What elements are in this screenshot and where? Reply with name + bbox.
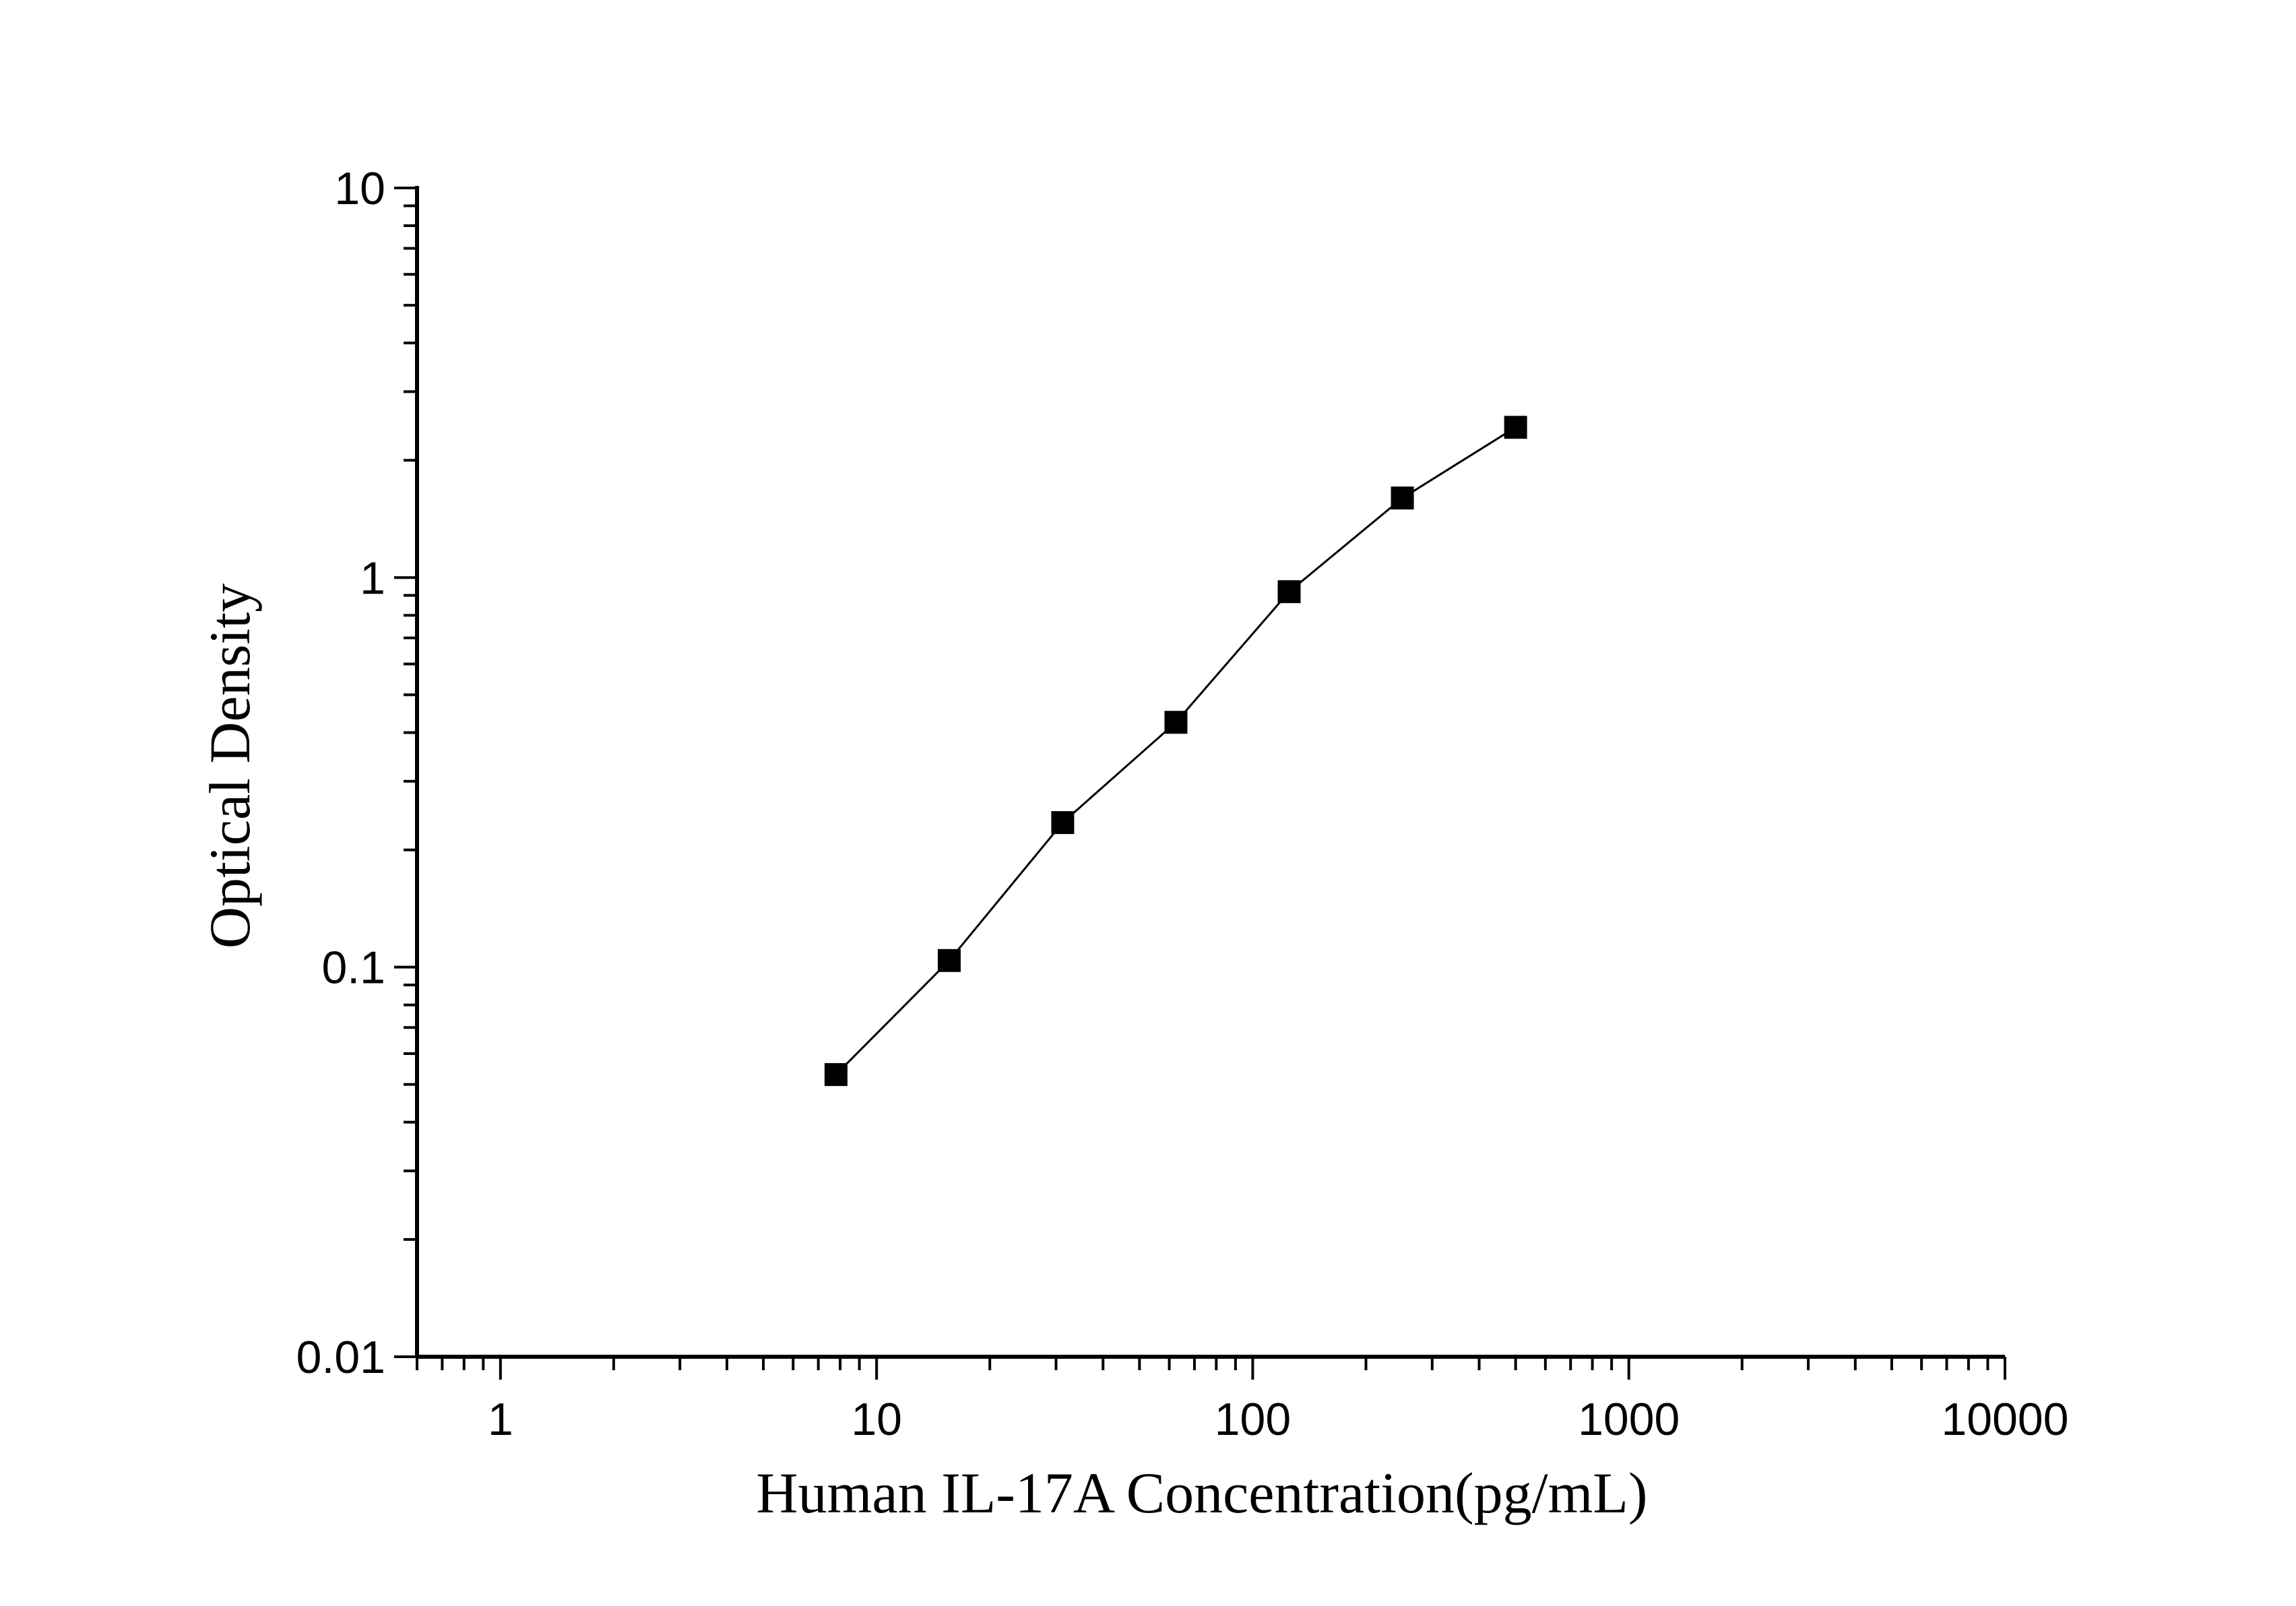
data-point — [1051, 811, 1075, 835]
y-tick-label: 0.1 — [321, 942, 385, 994]
x-axis-ticks: 1 10 100 1000 10000 — [416, 1357, 2069, 1445]
y-axis-title: Optical Density — [197, 583, 262, 949]
y-tick-label: 10 — [334, 163, 385, 214]
y-tick-label: 1 — [360, 552, 385, 604]
y-axis-ticks: 0.01 0.1 1 10 — [296, 163, 417, 1383]
x-axis-title: Human IL-17A Concentration(pg/mL) — [756, 1460, 1647, 1525]
series-line — [835, 426, 1517, 1076]
data-series — [824, 416, 1527, 1087]
x-tick-label: 1 — [488, 1394, 513, 1445]
y-tick-label: 0.01 — [296, 1332, 385, 1383]
x-tick-label: 10000 — [1941, 1394, 2068, 1445]
data-point — [1164, 711, 1188, 734]
x-tick-label: 100 — [1215, 1394, 1291, 1445]
data-point — [1277, 580, 1301, 604]
axes — [415, 186, 2005, 1359]
data-point — [937, 949, 961, 972]
data-point — [1504, 416, 1527, 439]
data-point — [824, 1063, 848, 1087]
data-point — [1391, 486, 1414, 510]
x-tick-label: 1000 — [1578, 1394, 1680, 1445]
x-tick-label: 10 — [851, 1394, 902, 1445]
